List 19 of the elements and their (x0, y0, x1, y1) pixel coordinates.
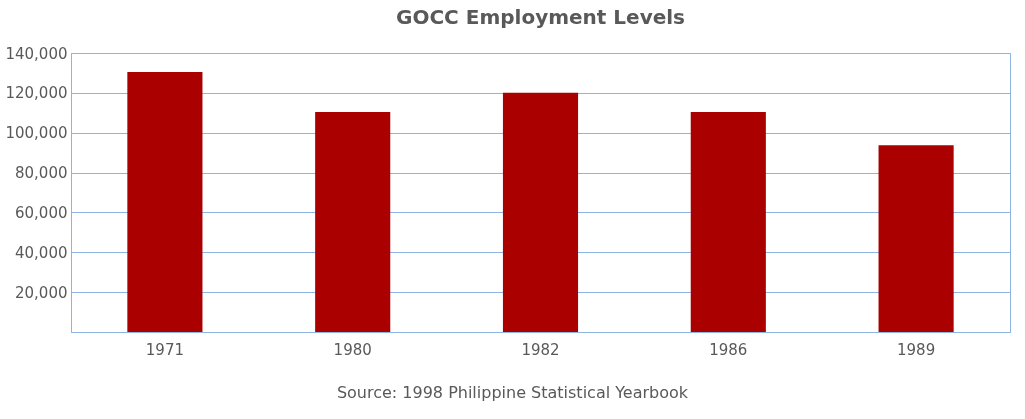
bar (315, 111, 391, 332)
x-tick-label: 1982 (521, 340, 560, 359)
y-tick-label: 40,000 (15, 243, 68, 262)
bar (127, 71, 203, 332)
bar (502, 92, 579, 332)
y-tick-label: 60,000 (15, 203, 68, 222)
y-tick-label: 80,000 (15, 164, 68, 183)
y-tick-label: 120,000 (5, 84, 68, 103)
source-note: Source: 1998 Philippine Statistical Yearbook (335, 383, 690, 402)
bar (690, 111, 766, 332)
x-tick-label: 1986 (709, 340, 748, 359)
x-tick-label: 1989 (897, 340, 936, 359)
y-tick-label: 20,000 (15, 283, 68, 302)
x-tick-label: 1971 (145, 340, 184, 359)
y-tick-label: 140,000 (5, 44, 68, 63)
x-tick-label: 1980 (333, 340, 372, 359)
bar (878, 145, 954, 332)
chart-title: GOCC Employment Levels (395, 5, 686, 29)
y-tick-label: 100,000 (5, 124, 68, 143)
